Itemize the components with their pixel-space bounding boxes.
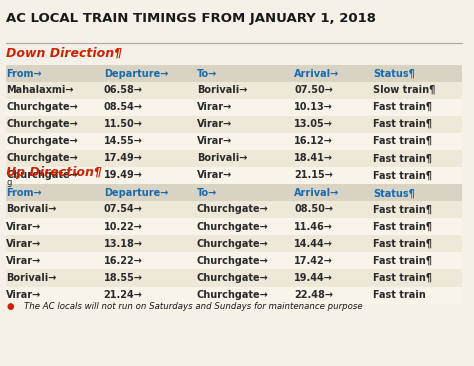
Text: 18.41→: 18.41→ [294, 153, 333, 163]
Text: 21.15→: 21.15→ [294, 170, 333, 180]
Text: 16.12→: 16.12→ [294, 136, 333, 146]
Text: Slow train¶: Slow train¶ [374, 85, 436, 95]
Text: Fast train¶: Fast train¶ [374, 153, 432, 163]
Text: Virar→: Virar→ [197, 102, 232, 112]
Text: To→: To→ [197, 188, 217, 198]
Text: Churchgate→: Churchgate→ [197, 255, 268, 266]
Text: 08.50→: 08.50→ [294, 205, 333, 214]
Bar [6, 133, 462, 150]
Text: Up Direction¶: Up Direction¶ [6, 166, 102, 179]
Text: Churchgate→: Churchgate→ [197, 221, 268, 232]
Text: 22.48→: 22.48→ [294, 290, 333, 300]
Text: Churchgate→: Churchgate→ [6, 136, 78, 146]
Text: 08.54→: 08.54→ [104, 102, 143, 112]
Text: Borivali→: Borivali→ [6, 273, 56, 283]
Text: 13.05→: 13.05→ [294, 119, 333, 129]
Text: Status¶: Status¶ [374, 69, 415, 79]
Text: 13.18→: 13.18→ [104, 239, 143, 249]
Text: From→: From→ [6, 69, 42, 79]
Text: Virar→: Virar→ [6, 290, 41, 300]
Text: Fast train¶: Fast train¶ [374, 102, 432, 112]
Text: Status¶: Status¶ [374, 188, 415, 198]
Bar [6, 235, 462, 253]
Text: Fast train: Fast train [374, 290, 426, 300]
Text: 14.44→: 14.44→ [294, 239, 333, 249]
Text: Fast train¶: Fast train¶ [374, 205, 432, 214]
Bar [6, 201, 462, 218]
Text: Virar→: Virar→ [6, 221, 41, 232]
Text: 17.49→: 17.49→ [104, 153, 143, 163]
Bar [6, 64, 462, 82]
Text: Churchgate→: Churchgate→ [6, 170, 78, 180]
Text: ●: ● [6, 302, 14, 311]
Text: The AC locals will not run on Saturdays and Sundays for maintenance purpose: The AC locals will not run on Saturdays … [24, 302, 362, 311]
Text: Virar→: Virar→ [197, 136, 232, 146]
Bar [6, 99, 462, 116]
Text: Fast train¶: Fast train¶ [374, 255, 432, 266]
Text: Borivali→: Borivali→ [6, 205, 56, 214]
Text: Arrival→: Arrival→ [294, 69, 339, 79]
Text: Churchgate→: Churchgate→ [6, 119, 78, 129]
Text: Departure→: Departure→ [104, 188, 168, 198]
Bar [6, 150, 462, 167]
Text: Fast train¶: Fast train¶ [374, 119, 432, 129]
Bar [6, 218, 462, 235]
Bar [6, 167, 462, 184]
Text: 06.58→: 06.58→ [104, 85, 143, 95]
Text: Down Direction¶: Down Direction¶ [6, 47, 122, 60]
Text: Virar→: Virar→ [197, 119, 232, 129]
Bar [6, 116, 462, 133]
Text: Fast train¶: Fast train¶ [374, 221, 432, 232]
Text: Borivali→: Borivali→ [197, 153, 247, 163]
Text: Fast train¶: Fast train¶ [374, 170, 432, 180]
Text: 07.50→: 07.50→ [294, 85, 333, 95]
Text: Churchgate→: Churchgate→ [197, 290, 268, 300]
Text: AC LOCAL TRAIN TIMINGS FROM JANUARY 1, 2018: AC LOCAL TRAIN TIMINGS FROM JANUARY 1, 2… [6, 12, 376, 25]
Text: g: g [6, 178, 11, 187]
Text: Fast train¶: Fast train¶ [374, 239, 432, 249]
Text: Mahalaxmi→: Mahalaxmi→ [6, 85, 73, 95]
Text: From→: From→ [6, 188, 42, 198]
Text: 16.22→: 16.22→ [104, 255, 143, 266]
Text: Borivali→: Borivali→ [197, 85, 247, 95]
Text: Arrival→: Arrival→ [294, 188, 339, 198]
Text: Churchgate→: Churchgate→ [6, 153, 78, 163]
Text: 21.24→: 21.24→ [104, 290, 143, 300]
Text: To→: To→ [197, 69, 217, 79]
Text: 19.49→: 19.49→ [104, 170, 143, 180]
Bar [6, 287, 462, 303]
Text: 11.46→: 11.46→ [294, 221, 333, 232]
Text: Virar→: Virar→ [6, 255, 41, 266]
Bar [6, 184, 462, 201]
Text: Churchgate→: Churchgate→ [197, 239, 268, 249]
Bar [6, 253, 462, 269]
Text: 07.54→: 07.54→ [104, 205, 143, 214]
Text: 11.50→: 11.50→ [104, 119, 143, 129]
Text: Virar→: Virar→ [6, 239, 41, 249]
Text: 19.44→: 19.44→ [294, 273, 333, 283]
Text: Fast train¶: Fast train¶ [374, 136, 432, 146]
Text: 14.55→: 14.55→ [104, 136, 143, 146]
Text: 18.55→: 18.55→ [104, 273, 143, 283]
Bar [6, 269, 462, 287]
Text: Fast train¶: Fast train¶ [374, 273, 432, 283]
Text: 17.42→: 17.42→ [294, 255, 333, 266]
Text: 10.22→: 10.22→ [104, 221, 143, 232]
Text: 10.13→: 10.13→ [294, 102, 333, 112]
Bar [6, 82, 462, 99]
Text: Virar→: Virar→ [197, 170, 232, 180]
Text: Churchgate→: Churchgate→ [197, 273, 268, 283]
Text: Churchgate→: Churchgate→ [197, 205, 268, 214]
Text: Departure→: Departure→ [104, 69, 168, 79]
Text: Churchgate→: Churchgate→ [6, 102, 78, 112]
